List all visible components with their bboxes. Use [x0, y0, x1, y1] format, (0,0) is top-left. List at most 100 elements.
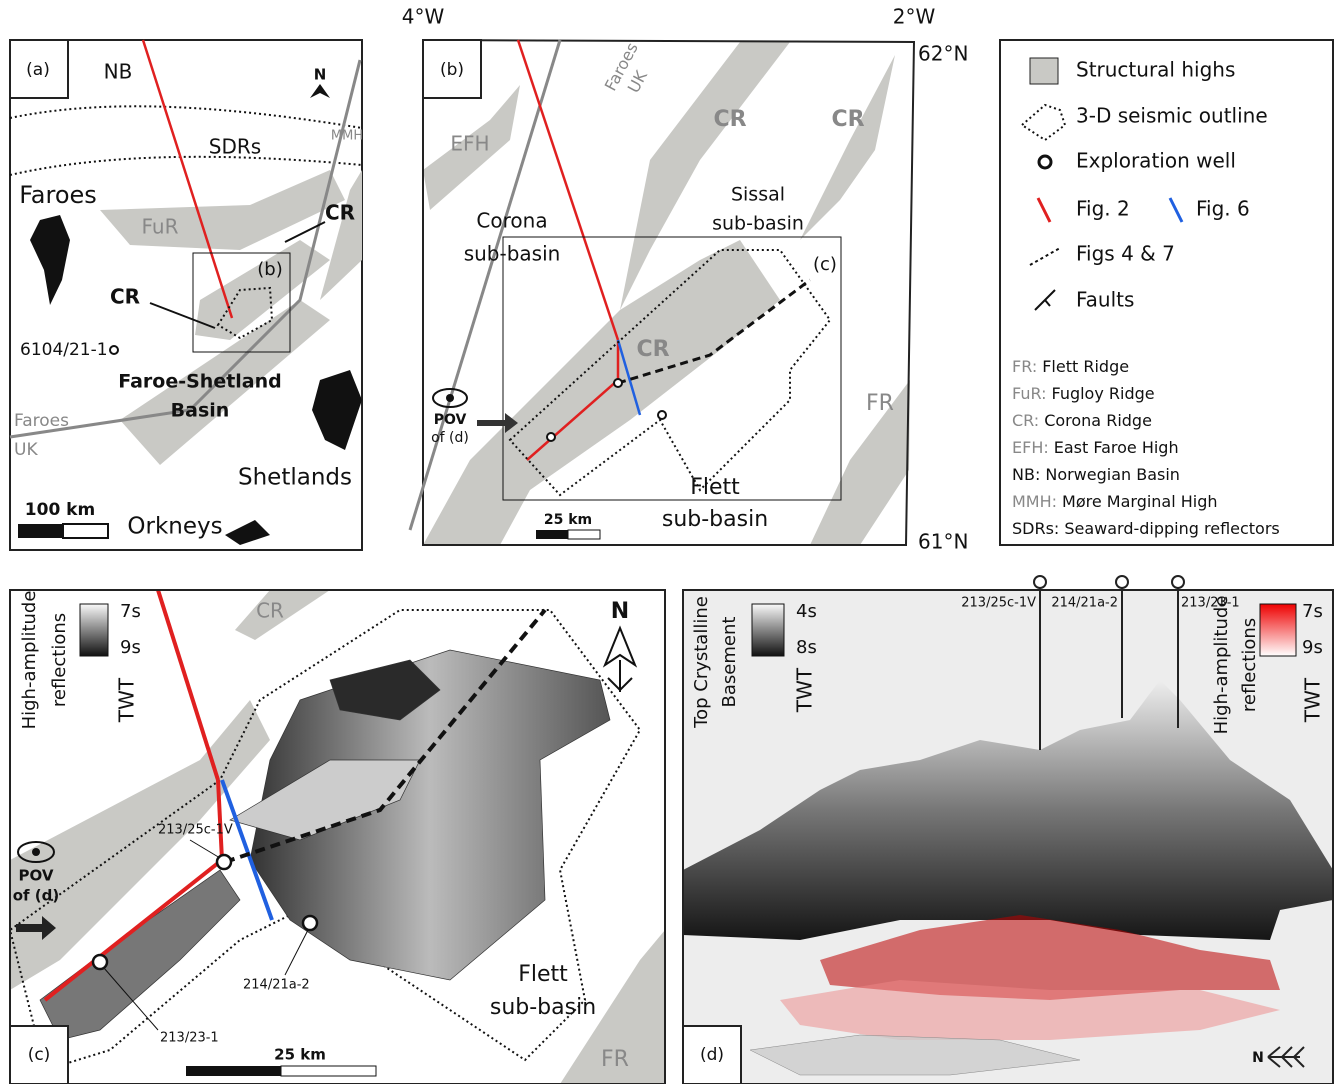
colorbar	[80, 604, 108, 656]
well	[547, 433, 555, 441]
panel-label: (b)	[440, 60, 464, 80]
pov-label: of (d)	[431, 430, 469, 446]
map-label: CR	[831, 107, 864, 132]
abbreviation-code: FuR:	[1012, 384, 1046, 403]
border-label: UK	[14, 440, 38, 460]
well-label: 213/25c-1V	[158, 823, 233, 838]
abbreviation-name: Seaward-dipping reflectors	[1064, 519, 1279, 538]
map-label: NB	[104, 60, 133, 84]
well-label: 6104/21-1	[20, 340, 108, 360]
legend-swatch	[1039, 156, 1051, 168]
map-label: SDRs	[209, 135, 261, 159]
well	[93, 955, 107, 969]
legend-swatch	[1038, 198, 1050, 222]
abbreviation-code: SDRs:	[1012, 519, 1059, 538]
abbreviation: CR:Corona Ridge	[1012, 411, 1152, 430]
abbreviation: MMH: Møre Marginal High	[1012, 492, 1218, 511]
colorbar-label: 9s	[120, 637, 141, 658]
well	[614, 379, 622, 387]
scale-bar	[186, 1066, 281, 1076]
map-label: MMH	[331, 129, 363, 144]
panel-c: High-amplitude reflections 7s 9s TWT CR …	[10, 590, 665, 1084]
abbreviation: SDRs: Seaward-dipping reflectors	[1012, 519, 1280, 538]
colorbar-title: High-amplitude	[19, 591, 40, 730]
map-label: FR	[866, 391, 894, 416]
legend-items: Structural highs 3-D seismic outline Explo…	[1076, 58, 1268, 312]
map-label: CR	[713, 107, 746, 132]
colorbar-label: TWT	[1301, 677, 1325, 723]
well-label: 213/25c-1V	[961, 596, 1036, 611]
map-label: Faroes	[19, 181, 97, 209]
coordinate: 2°W	[893, 5, 936, 29]
map-label: Basin	[171, 400, 230, 422]
scale-label: 25 km	[274, 1046, 326, 1064]
coordinate: 61°N	[918, 530, 968, 554]
well-label: 214/21a-2	[243, 978, 310, 993]
abbreviation-code: CR:	[1012, 411, 1039, 430]
legend-label: Fig. 2	[1076, 197, 1130, 221]
map-label: Flett	[518, 962, 568, 987]
legend-swatch	[1030, 248, 1060, 265]
scale-bar	[536, 530, 568, 539]
map-label: CR	[636, 337, 669, 362]
scale-bar	[18, 524, 63, 538]
colorbar-label: 8s	[796, 637, 817, 658]
colorbar-label: 7s	[1302, 601, 1323, 622]
legend-label: 3-D seismic outline	[1076, 104, 1268, 128]
panel-label: (c)	[28, 1045, 51, 1065]
abbreviation-code: MMH:	[1012, 492, 1057, 511]
legend-swatch	[1170, 198, 1182, 222]
border-label: Faroes	[14, 411, 69, 431]
well	[1172, 576, 1184, 588]
legend-label: Structural highs	[1076, 58, 1235, 82]
eye	[32, 848, 40, 856]
legend-label: Figs 4 & 7	[1076, 242, 1175, 266]
legend-label: Exploration well	[1076, 149, 1236, 173]
coordinate: 4°W	[402, 5, 445, 29]
colorbar-label: 9s	[1302, 637, 1323, 658]
colorbar-label: TWT	[793, 667, 817, 713]
well	[303, 916, 317, 930]
scale-bar	[63, 524, 108, 538]
legend-label: Faults	[1076, 288, 1134, 312]
pov-label: POV	[19, 867, 54, 885]
well	[110, 346, 118, 354]
panel-d: 213/25c-1V 214/21a-2 213/23-1 Top Crysta…	[683, 576, 1333, 1084]
map-label: Corona	[476, 209, 547, 233]
well	[1116, 576, 1128, 588]
panel-a: (a) NB N SDRs MMH Faroes FuR CR CR (b) 6…	[10, 40, 363, 550]
abbreviation-code: EFH:	[1012, 438, 1049, 457]
abbreviation-name: Møre Marginal High	[1062, 492, 1218, 511]
colorbar-title: Top Crystalline	[691, 596, 712, 729]
map-label: FuR	[142, 215, 179, 239]
abbreviation-name: Norwegian Basin	[1045, 465, 1180, 484]
map-label: sub-basin	[464, 242, 561, 266]
map-label: (b)	[257, 259, 282, 280]
figure: (a) NB N SDRs MMH Faroes FuR CR CR (b) 6…	[0, 0, 1343, 1084]
map-label: sub-basin	[490, 995, 596, 1020]
legend-swatch	[1030, 58, 1058, 84]
well	[1034, 576, 1046, 588]
abbreviation: FR:Flett Ridge	[1012, 357, 1129, 376]
coordinate: 62°N	[918, 42, 968, 66]
colorbar-title: reflections	[49, 613, 70, 707]
north-arrow	[310, 84, 330, 98]
scale-label: 100 km	[25, 500, 95, 520]
scale-bar	[568, 530, 600, 539]
legend: Structural highs 3-D seismic outline Explo…	[1000, 40, 1333, 545]
legend-label: Fig. 6	[1196, 197, 1250, 221]
legend-abbreviations: FR:Flett Ridge FuR:Fugloy Ridge CR:Corona …	[1012, 357, 1280, 538]
legend-swatch	[1022, 105, 1065, 140]
legend-swatch	[1035, 290, 1055, 310]
map-label: Flett	[690, 475, 740, 500]
eye	[446, 394, 454, 402]
well	[658, 411, 666, 419]
colorbar	[1260, 604, 1296, 656]
map-label: sub-basin	[712, 213, 804, 235]
colorbar-title: High-amplitude	[1211, 596, 1232, 735]
colorbar-title: Basement	[719, 617, 740, 708]
north-arrow: N	[1252, 1050, 1264, 1066]
abbreviation-name: East Faroe High	[1054, 438, 1179, 457]
abbreviation-code: FR:	[1012, 357, 1037, 376]
abbreviation: FuR:Fugloy Ridge	[1012, 384, 1155, 403]
